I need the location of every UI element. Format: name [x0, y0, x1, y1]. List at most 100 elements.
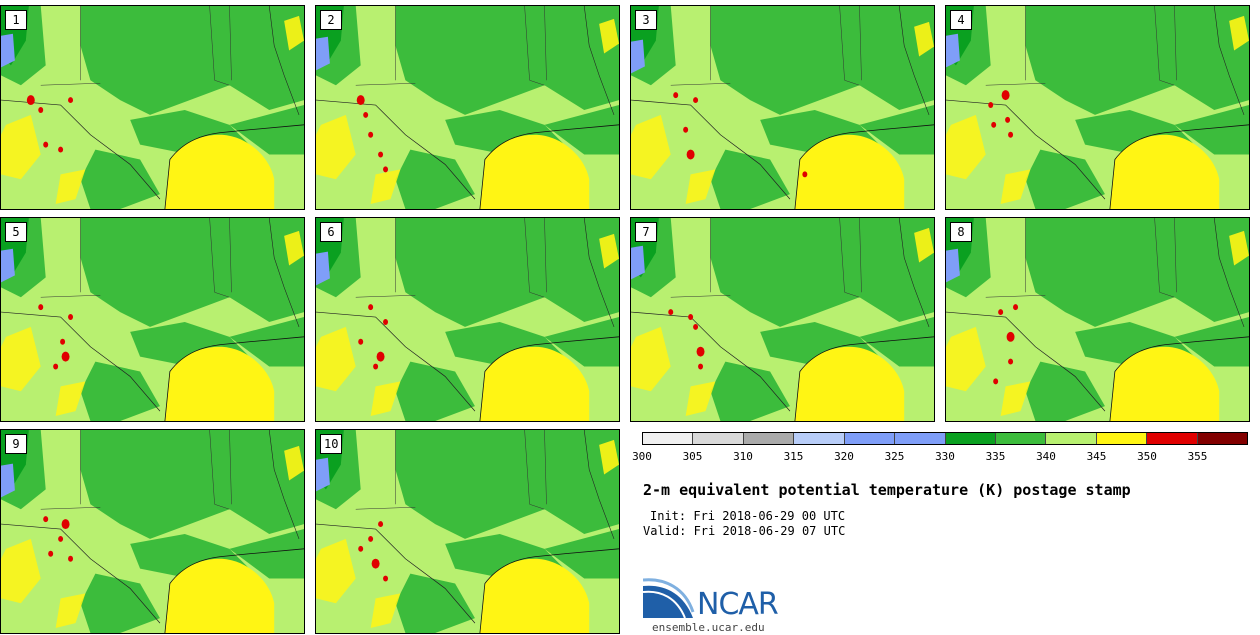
legend-color-bin — [895, 433, 946, 444]
map-field — [946, 218, 1249, 421]
member-panel: 1 — [0, 5, 305, 210]
map-field — [316, 218, 619, 421]
hot-spot — [383, 575, 389, 582]
legend-tick-label: 315 — [783, 450, 804, 463]
hot-spot — [368, 304, 374, 311]
member-panel: 5 — [0, 217, 305, 422]
hot-spot — [68, 97, 74, 104]
legend-tick-label: 300 — [632, 450, 652, 463]
hot-spot — [988, 102, 994, 108]
hot-spot — [1001, 90, 1010, 101]
legend-tick-label: 340 — [1036, 450, 1056, 463]
legend-color-bin — [844, 433, 896, 444]
hot-spot — [376, 351, 385, 362]
legend-color-bin — [1096, 433, 1148, 444]
hot-spot — [358, 545, 364, 552]
legend-color-bin — [995, 433, 1047, 444]
member-number-label: 4 — [950, 10, 972, 30]
member-number-label: 6 — [320, 222, 342, 242]
hot-spot — [68, 314, 74, 320]
logo-wordmark: NCAR — [697, 587, 779, 622]
member-panel: 4 — [945, 5, 1250, 210]
member-number-label: 7 — [635, 222, 657, 242]
map-field — [316, 430, 619, 633]
hot-spot — [53, 363, 59, 370]
legend-tick-label: 325 — [884, 450, 905, 463]
hot-spot — [358, 338, 364, 345]
legend-color-bin — [643, 433, 694, 444]
hot-spot — [1013, 304, 1019, 311]
member-number-label: 9 — [5, 434, 27, 454]
legend-tick-label: 345 — [1086, 450, 1107, 463]
hot-spot — [368, 131, 374, 138]
ncar-logo-icon — [643, 578, 695, 619]
member-panel: 8 — [945, 217, 1250, 422]
hot-spot — [60, 338, 66, 345]
hot-spot — [356, 95, 365, 106]
legend-tick-label: 310 — [733, 450, 753, 463]
map-field — [1, 218, 304, 421]
member-number-label: 1 — [5, 10, 27, 30]
hot-spot — [673, 92, 679, 99]
map-field — [316, 6, 619, 209]
hot-spot — [683, 126, 689, 133]
legend-color-bin — [743, 433, 795, 444]
map-field — [1, 430, 304, 633]
member-panel: 10 — [315, 429, 620, 634]
init-time: Init: Fri 2018-06-29 00 UTC — [650, 509, 846, 523]
chart-title: 2-m equivalent potential temperature (K)… — [643, 481, 1131, 499]
legend-color-bin — [1197, 433, 1248, 444]
member-number-label: 8 — [950, 222, 972, 242]
legend-tick-label: 330 — [935, 450, 955, 463]
map-field — [946, 6, 1249, 209]
valid-time: Valid: Fri 2018-06-29 07 UTC — [643, 524, 846, 538]
legend-tick-label: 320 — [834, 450, 854, 463]
hot-spot — [38, 107, 44, 113]
hot-spot — [686, 149, 695, 160]
legend-tick-label: 305 — [682, 450, 703, 463]
hot-spot — [61, 519, 70, 530]
hot-spot — [43, 141, 49, 148]
hot-spot — [26, 95, 35, 106]
legend-tick-label: 350 — [1137, 450, 1157, 463]
hot-spot — [38, 304, 44, 311]
hot-spot — [43, 516, 49, 523]
hot-spot — [688, 314, 694, 320]
member-number-label: 10 — [320, 434, 343, 454]
time-info: Init: Fri 2018-06-29 00 UTC Valid: Fri 2… — [643, 509, 845, 539]
hot-spot — [383, 319, 389, 325]
map-field — [631, 6, 934, 209]
hot-spot — [1005, 116, 1011, 123]
hot-spot — [48, 550, 54, 557]
hot-spot — [668, 309, 674, 316]
hot-spot — [58, 535, 64, 542]
logo-url: ensemble.ucar.edu — [652, 621, 765, 634]
hot-spot — [993, 378, 999, 385]
hot-spot — [58, 146, 64, 153]
member-number-label: 2 — [320, 10, 342, 30]
member-panel: 3 — [630, 5, 935, 210]
legend-color-bin — [693, 433, 744, 444]
hot-spot — [696, 346, 705, 357]
legend-color-bin — [1147, 433, 1198, 444]
legend-tick-label: 335 — [985, 450, 1006, 463]
hot-spot — [378, 151, 384, 158]
map-field — [1, 6, 304, 209]
color-legend: 300 305 310 315 320 325 330 335 340 345 350 355 — [632, 432, 1248, 468]
map-field — [631, 218, 934, 421]
hot-spot — [383, 166, 389, 173]
member-number-label: 3 — [635, 10, 657, 30]
hot-spot — [363, 111, 369, 118]
hot-spot — [1006, 331, 1015, 342]
member-panel: 6 — [315, 217, 620, 422]
member-panel: 7 — [630, 217, 935, 422]
member-panel: 9 — [0, 429, 305, 634]
hot-spot — [371, 558, 380, 569]
hot-spot — [998, 309, 1004, 316]
member-number-label: 5 — [5, 222, 27, 242]
hot-spot — [802, 171, 808, 178]
hot-spot — [1008, 358, 1014, 365]
hot-spot — [991, 121, 997, 128]
legend-color-bin — [794, 433, 845, 444]
hot-spot — [698, 363, 704, 370]
